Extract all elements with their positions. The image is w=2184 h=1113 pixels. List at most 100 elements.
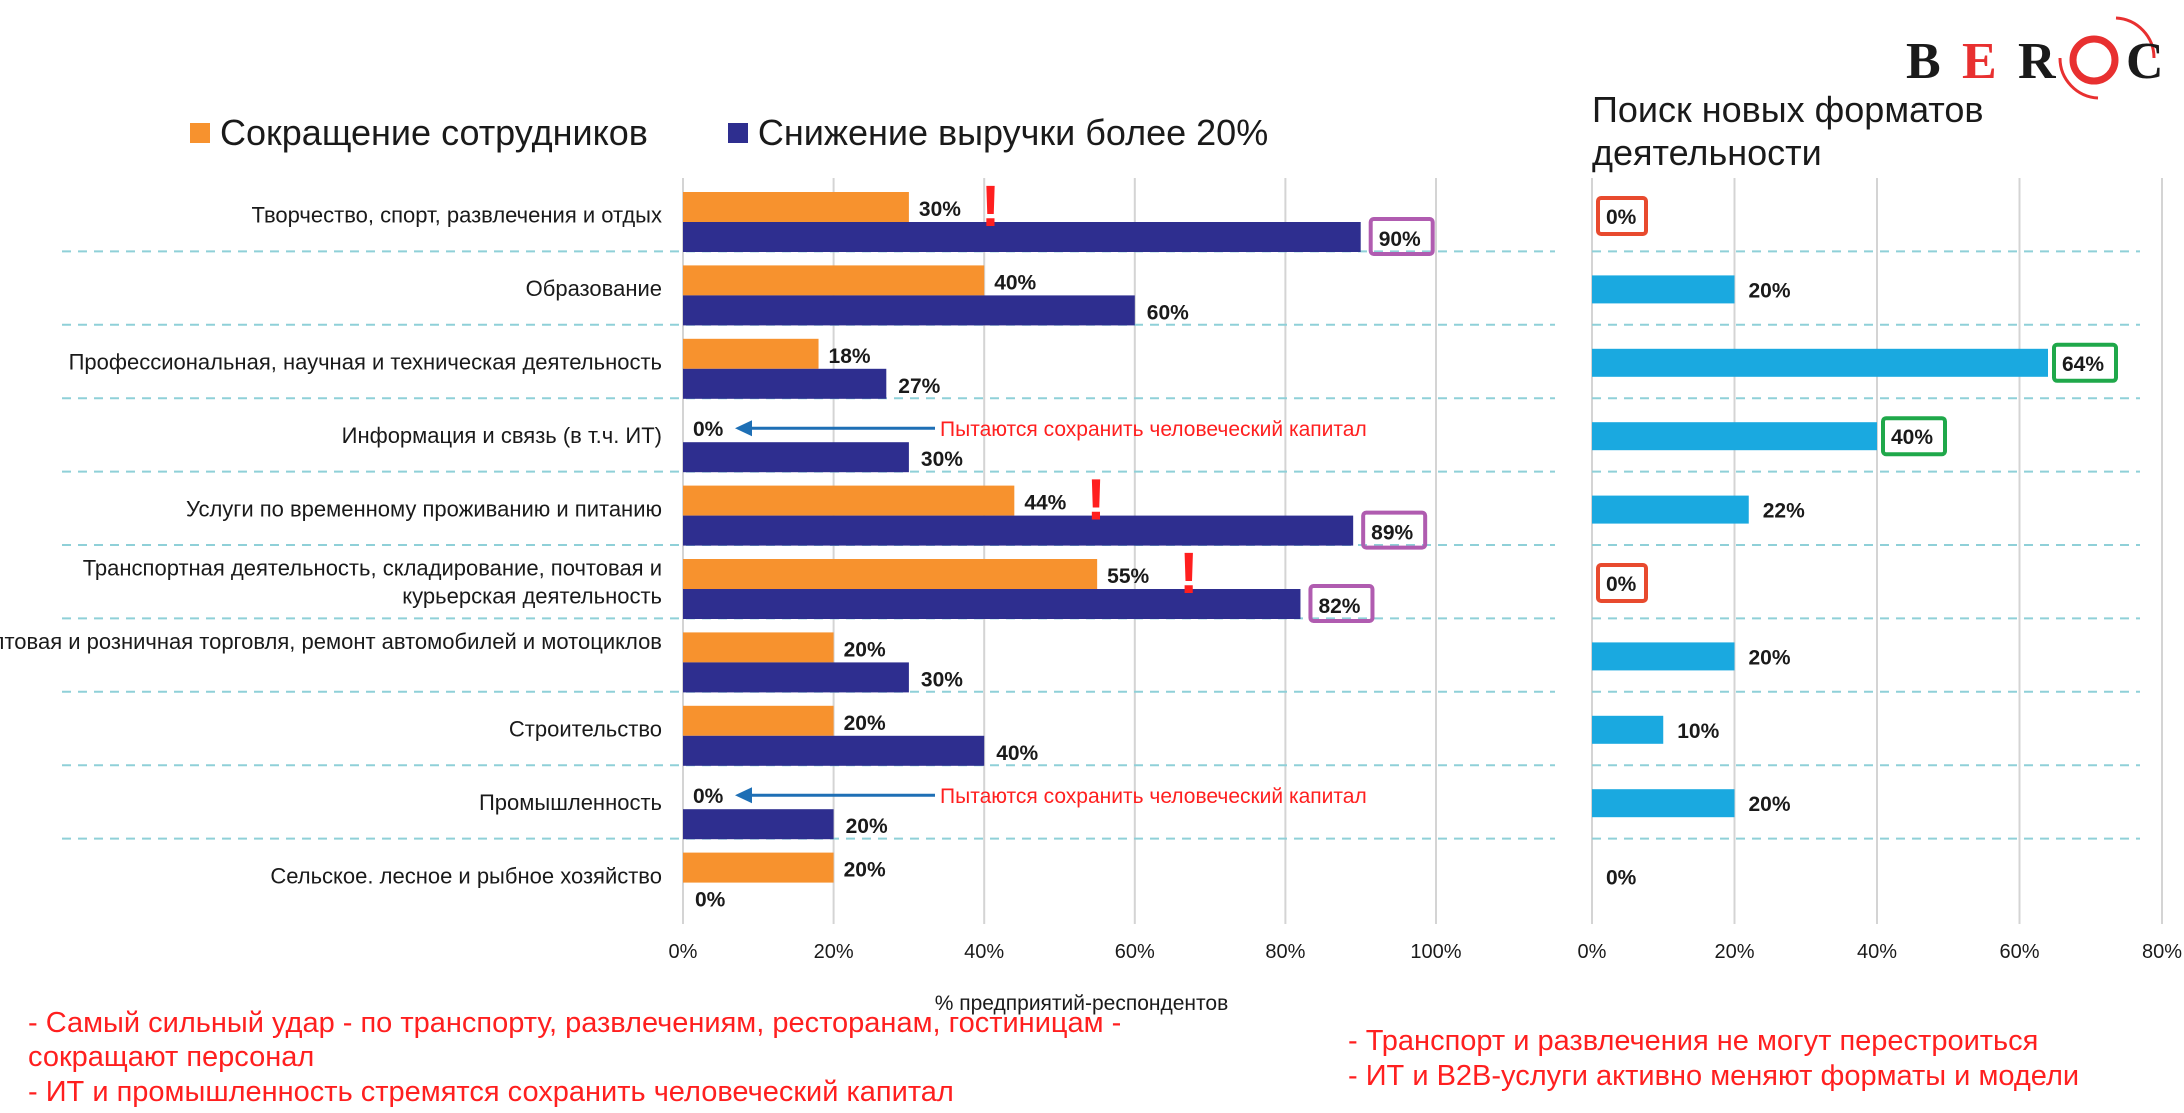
left-x-axis-label: % предприятий-респондентов	[935, 992, 1229, 1015]
data-label-staff-cut: 20%	[844, 712, 886, 735]
highlight-box-revenue	[1368, 217, 1435, 256]
category-label-line: Профессиональная, научная и техническая …	[69, 350, 662, 375]
category-label: Образование	[526, 276, 662, 301]
data-label-new-formats: 20%	[1749, 646, 1791, 669]
bar-staff-cut	[683, 485, 1015, 516]
bar-revenue-drop	[683, 442, 909, 473]
data-label-revenue-drop: 30%	[921, 448, 963, 471]
right-x-tick-label: 0%	[1578, 941, 1607, 963]
data-label-revenue-drop: 90%	[1379, 228, 1421, 251]
bar-revenue-drop	[683, 368, 887, 399]
bar-new-formats	[1592, 642, 1735, 671]
left-x-tick-label: 0%	[669, 941, 698, 963]
note-right-1: - Транспорт и развлечения не могут перес…	[1348, 1025, 2039, 1057]
bar-new-formats	[1592, 789, 1735, 818]
beroc-logo: B E R C	[1906, 16, 2164, 100]
legend-item-revenue-drop: Снижение выручки более 20%	[727, 112, 1269, 154]
data-label-staff-cut: 20%	[844, 859, 886, 882]
category-label-line: Услуги по временному проживанию и питани…	[186, 496, 662, 521]
legend-swatch-navy	[727, 123, 748, 143]
annotation-keep-capital: Пытаются сохранить человеческий капитал	[940, 418, 1367, 441]
note-right-2: - ИТ и B2B-услуги активно меняют форматы…	[1348, 1060, 2080, 1092]
highlight-box-revenue	[1361, 510, 1428, 550]
highlight-box-new-formats	[1596, 563, 1648, 603]
data-label-new-formats: 64%	[2062, 353, 2104, 376]
bar-revenue-drop	[683, 295, 1135, 326]
bar-new-formats	[1592, 348, 2048, 377]
category-label: Строительство	[509, 717, 662, 742]
chart-legend: Сокращение сотрудников Снижение выручки …	[190, 110, 1348, 156]
data-label-staff-cut: 30%	[919, 198, 961, 221]
note-left-1: - Самый сильный удар - по транспорту, ра…	[28, 1007, 1122, 1039]
data-label-staff-cut: 0%	[693, 785, 724, 808]
data-label-staff-cut: 55%	[1107, 565, 1149, 588]
bar-staff-cut	[683, 338, 819, 369]
left-x-tick-label: 60%	[1115, 941, 1155, 963]
category-label: Оптовая и розничная торговля, ремонт авт…	[0, 629, 662, 654]
bar-staff-cut	[683, 192, 909, 222]
data-label-revenue-drop: 20%	[846, 815, 888, 838]
data-label-new-formats: 0%	[1606, 206, 1637, 229]
data-label-revenue-drop: 0%	[695, 889, 726, 912]
data-label-revenue-drop: 89%	[1371, 522, 1413, 545]
arrow-head-icon	[735, 420, 752, 437]
bar-staff-cut	[683, 265, 985, 296]
category-label-line: курьерская деятельность	[402, 584, 662, 609]
bar-revenue-drop	[683, 515, 1354, 546]
data-label-staff-cut: 44%	[1024, 492, 1066, 515]
data-label-staff-cut: 0%	[693, 418, 724, 441]
category-label: Творчество, спорт, развлечения и отдых	[252, 203, 662, 228]
exclamation-mark: !	[1086, 468, 1105, 533]
bar-revenue-drop	[683, 222, 1361, 252]
bar-new-formats	[1592, 422, 1877, 451]
bar-revenue-drop	[683, 589, 1301, 619]
data-label-new-formats: 20%	[1749, 793, 1791, 816]
category-label-line: Промышленность	[479, 790, 662, 815]
bar-new-formats	[1592, 495, 1749, 524]
highlight-box-new-formats	[2052, 342, 2118, 383]
annotation-keep-capital: Пытаются сохранить человеческий капитал	[940, 785, 1367, 808]
right-x-tick-label: 60%	[1999, 941, 2039, 963]
svg-text:B: B	[1906, 33, 1955, 90]
data-label-revenue-drop: 40%	[996, 742, 1038, 765]
category-label-line: Строительство	[509, 717, 662, 742]
highlight-box-new-formats	[1596, 196, 1648, 236]
svg-text:C: C	[2126, 33, 2164, 90]
bar-staff-cut	[683, 632, 834, 663]
data-label-revenue-drop: 60%	[1147, 301, 1189, 324]
left-x-tick-label: 100%	[1410, 941, 1461, 963]
category-label: Сельское. лесное и рыбное хозяйство	[270, 863, 662, 888]
category-label-line: Образование	[526, 276, 662, 301]
data-label-revenue-drop: 27%	[898, 375, 940, 398]
bar-revenue-drop	[683, 735, 985, 766]
right-panel-title: Поиск новых форматов деятельности	[1592, 89, 1984, 173]
bar-new-formats	[1592, 715, 1664, 744]
data-label-new-formats: 0%	[1606, 867, 1637, 890]
data-label-new-formats: 20%	[1749, 279, 1791, 302]
category-label: Транспортная деятельность, складирование…	[83, 556, 662, 609]
data-label-new-formats: 10%	[1677, 720, 1719, 743]
bar-staff-cut	[683, 559, 1098, 589]
category-label-line: Транспортная деятельность, складирование…	[83, 556, 662, 581]
category-label: Услуги по временному проживанию и питани…	[186, 496, 662, 521]
legend-label-revenue-drop: Снижение выручки более 20%	[757, 112, 1269, 153]
bar-revenue-drop	[683, 809, 834, 840]
left-x-tick-label: 40%	[964, 941, 1004, 963]
category-label: Промышленность	[479, 790, 662, 815]
legend-item-staff-cut: Сокращение сотрудников	[190, 112, 648, 154]
data-label-new-formats: 40%	[1891, 426, 1933, 449]
bar-staff-cut	[683, 705, 834, 736]
category-label-line: Информация и связь (в т.ч. ИТ)	[342, 423, 662, 448]
highlight-box-revenue	[1308, 584, 1375, 623]
exclamation-mark: !	[981, 174, 1000, 239]
bar-staff-cut	[683, 852, 834, 883]
note-left-3: - ИТ и промышленность стремятся сохранит…	[28, 1076, 954, 1108]
legend-label-staff-cut: Сокращение сотрудников	[220, 112, 648, 153]
right-x-tick-label: 80%	[2142, 941, 2182, 963]
right-x-tick-label: 20%	[1714, 941, 1754, 963]
right-x-tick-label: 40%	[1857, 941, 1897, 963]
svg-text:E: E	[1962, 33, 2011, 90]
note-left-2: сокращают персонал	[28, 1041, 315, 1073]
bar-new-formats	[1592, 275, 1735, 304]
